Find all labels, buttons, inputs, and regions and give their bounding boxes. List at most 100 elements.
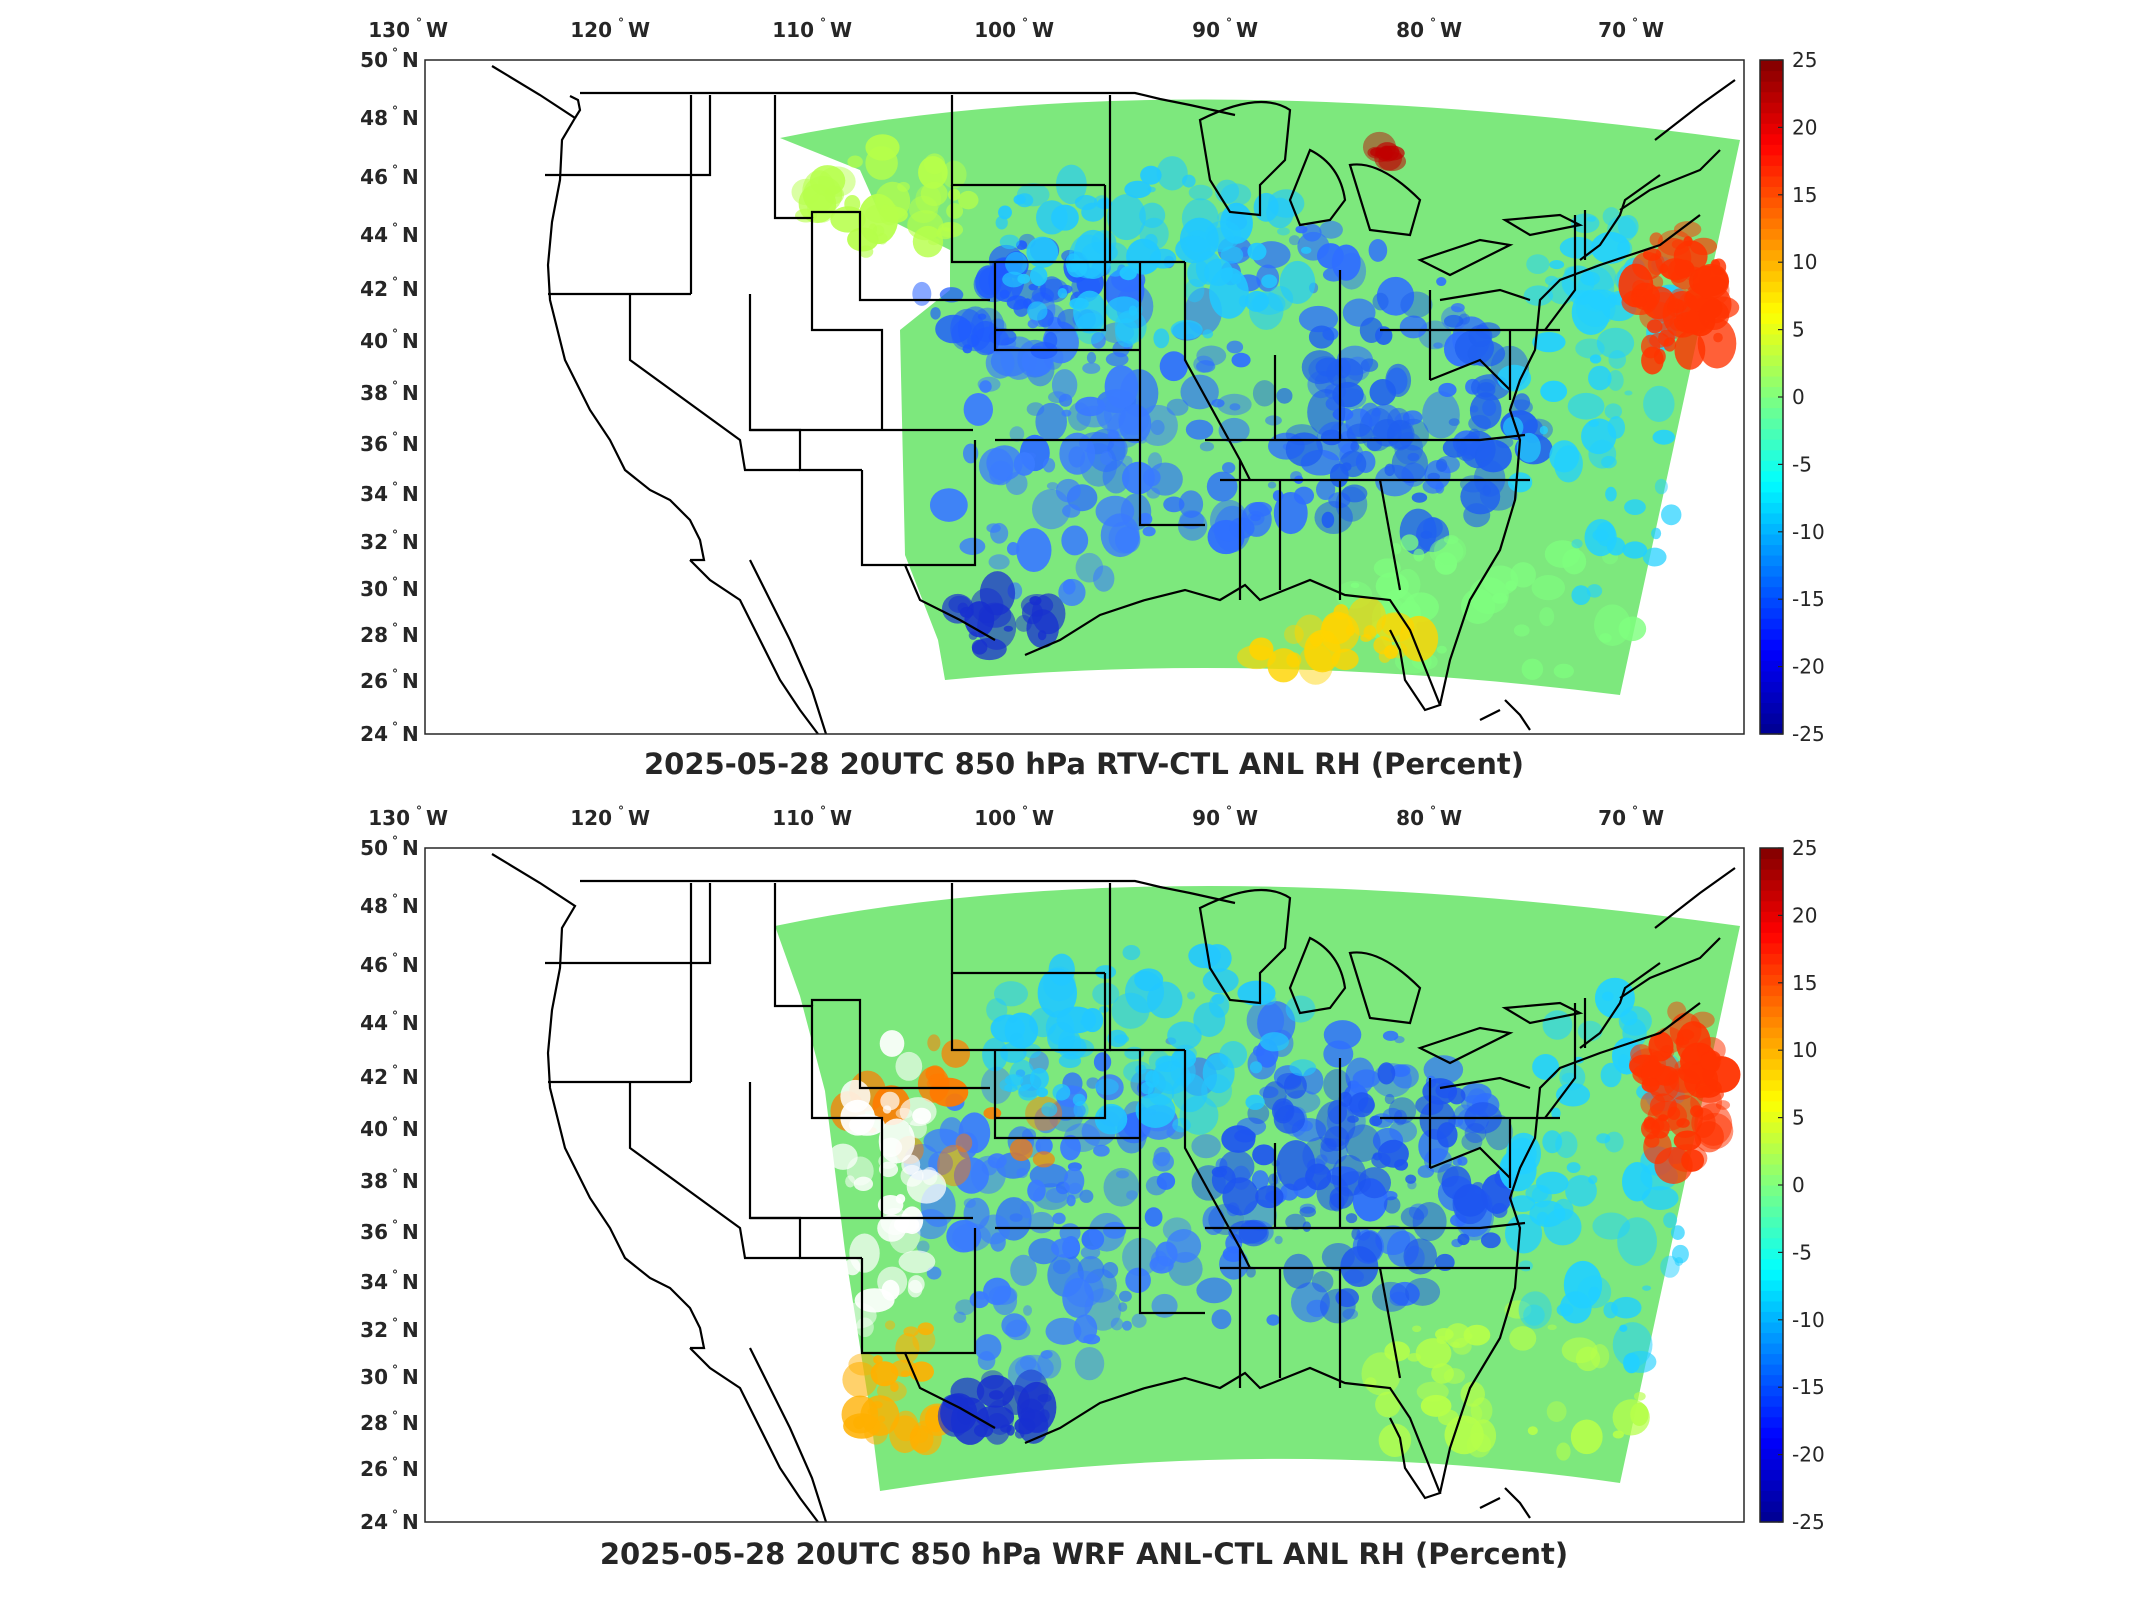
lat-tick-label: 30 ° N: [360, 575, 419, 601]
svg-text:24: 24: [360, 1510, 388, 1534]
svg-text:°: °: [392, 430, 398, 444]
svg-text:24: 24: [360, 722, 388, 746]
svg-text:°: °: [392, 221, 398, 235]
svg-text:°: °: [820, 804, 826, 818]
colorbar-fill: [1760, 60, 1783, 735]
svg-text:26: 26: [360, 669, 388, 693]
svg-text:40: 40: [360, 1117, 388, 1141]
svg-text:90: 90: [1192, 806, 1220, 830]
lon-tick-label: 130 ° W: [368, 16, 448, 42]
lon-tick-label: 120 ° W: [570, 16, 650, 42]
lon-tick-label: 120 ° W: [570, 804, 650, 830]
colorbar-tick-label: -20: [1792, 1443, 1825, 1467]
svg-text:38: 38: [360, 381, 388, 405]
svg-text:N: N: [402, 1011, 419, 1035]
svg-text:W: W: [830, 18, 852, 42]
svg-text:N: N: [402, 482, 419, 506]
svg-text:°: °: [416, 16, 422, 30]
colorbar-tick-label: 0: [1792, 1173, 1805, 1197]
svg-text:W: W: [1642, 18, 1664, 42]
lat-tick-label: 26 ° N: [360, 667, 419, 693]
svg-text:80: 80: [1396, 18, 1424, 42]
lon-tick-label: 100 ° W: [974, 804, 1054, 830]
svg-text:W: W: [830, 806, 852, 830]
svg-text:°: °: [392, 275, 398, 289]
map-panel-top: 130 ° W 120 ° W 110 ° W 100 ° W 90 ° W 80 ° W 70 ° W 50 ° N 48 °…: [360, 16, 1825, 781]
lon-tick-labels: 130 ° W 120 ° W 110 ° W 100 ° W 90 ° W 80 ° W 70 ° W: [368, 804, 1664, 830]
svg-text:32: 32: [360, 530, 388, 554]
lat-tick-labels: 50 ° N 48 ° N 46 ° N 44 ° N 42 ° N 40 ° N 38 ° N 36 ° N 34 ° N 32 ° N…: [360, 834, 419, 1534]
svg-text:130: 130: [368, 18, 410, 42]
svg-text:°: °: [1226, 16, 1232, 30]
lon-tick-label: 100 ° W: [974, 16, 1054, 42]
svg-text:42: 42: [360, 277, 388, 301]
svg-text:°: °: [1632, 804, 1638, 818]
svg-text:38: 38: [360, 1169, 388, 1193]
svg-text:42: 42: [360, 1065, 388, 1089]
lon-tick-label: 110 ° W: [772, 16, 852, 42]
svg-text:46: 46: [360, 953, 388, 977]
svg-text:°: °: [416, 804, 422, 818]
svg-text:°: °: [392, 1167, 398, 1181]
svg-text:28: 28: [360, 1411, 388, 1435]
data-field: [780, 99, 1740, 696]
lat-tick-label: 42 ° N: [360, 1063, 419, 1089]
colorbar-ticks: 25 20 15 10 5 0 -5 -10 -15 -20 -25: [1778, 48, 1825, 746]
lat-tick-label: 40 ° N: [360, 1115, 419, 1141]
lat-tick-label: 48 ° N: [360, 892, 419, 918]
lat-tick-label: 32 ° N: [360, 528, 419, 554]
lon-tick-label: 80 ° W: [1396, 804, 1462, 830]
svg-text:°: °: [392, 892, 398, 906]
svg-text:N: N: [402, 1169, 419, 1193]
svg-text:°: °: [392, 379, 398, 393]
svg-text:100: 100: [974, 806, 1016, 830]
svg-text:N: N: [402, 1065, 419, 1089]
svg-text:°: °: [392, 1508, 398, 1522]
lat-tick-label: 36 ° N: [360, 1218, 419, 1244]
svg-text:90: 90: [1192, 18, 1220, 42]
svg-text:°: °: [392, 1268, 398, 1282]
lon-tick-label: 70 ° W: [1598, 804, 1664, 830]
lat-tick-label: 34 ° N: [360, 480, 419, 506]
svg-text:110: 110: [772, 18, 814, 42]
svg-text:N: N: [402, 530, 419, 554]
svg-text:°: °: [392, 621, 398, 635]
map-figure-top: 130 ° W 120 ° W 110 ° W 100 ° W 90 ° W 80 ° W 70 ° W 50 ° N48 °…: [360, 16, 1825, 781]
svg-text:48: 48: [360, 106, 388, 130]
svg-text:W: W: [628, 18, 650, 42]
svg-text:34: 34: [360, 1270, 388, 1294]
svg-text:°: °: [1430, 16, 1436, 30]
colorbar-tick-label: 5: [1792, 318, 1805, 342]
map-outlines: [491, 853, 1736, 1522]
svg-text:N: N: [402, 894, 419, 918]
lat-tick-label: 32 ° N: [360, 1316, 419, 1342]
svg-text:°: °: [392, 951, 398, 965]
colorbar-tick-label: 25: [1792, 836, 1817, 860]
svg-text:N: N: [402, 623, 419, 647]
svg-text:°: °: [392, 720, 398, 734]
colorbar-tick-label: -10: [1792, 520, 1825, 544]
svg-text:N: N: [402, 329, 419, 353]
map-frame: [424, 847, 1745, 1523]
lat-tick-label: 40 ° N: [360, 327, 419, 353]
svg-text:46: 46: [360, 165, 388, 189]
lat-tick-label: 24 ° N: [360, 1508, 419, 1534]
svg-text:°: °: [820, 16, 826, 30]
colorbar-ticks: 25 20 15 10 5 0 -5 -10 -15 -20 -25: [1778, 836, 1825, 1534]
svg-text:36: 36: [360, 1220, 388, 1244]
colorbar-tick-label: 20: [1792, 115, 1817, 139]
svg-text:120: 120: [570, 18, 612, 42]
map-outlines: [491, 65, 1736, 734]
svg-text:°: °: [392, 834, 398, 848]
svg-text:°: °: [618, 16, 624, 30]
svg-text:°: °: [392, 1455, 398, 1469]
lat-tick-label: 44 ° N: [360, 221, 419, 247]
lon-tick-label: 110 ° W: [772, 804, 852, 830]
svg-text:N: N: [402, 669, 419, 693]
svg-text:W: W: [1642, 806, 1664, 830]
svg-text:32: 32: [360, 1318, 388, 1342]
svg-text:°: °: [1430, 804, 1436, 818]
svg-text:N: N: [402, 1220, 419, 1244]
panel-title: 2025-05-28 20UTC 850 hPa RTV-CTL ANL RH …: [644, 747, 1524, 781]
lat-tick-label: 38 ° N: [360, 1167, 419, 1193]
